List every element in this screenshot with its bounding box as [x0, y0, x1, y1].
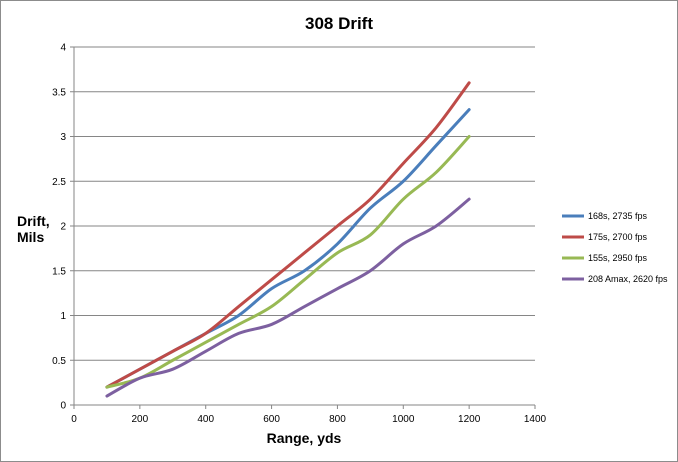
y-tick-label-3: 1.5: [52, 266, 66, 277]
series-lines: [105, 81, 471, 398]
y-tick-label-4: 2: [60, 222, 66, 233]
axes: [70, 46, 536, 409]
x-tick-labels: 0 200 400 600 800 1000 1200 1400: [71, 414, 546, 425]
x-axis-title: Range, yds: [267, 430, 342, 446]
legend-label-2: 155s, 2950 fps: [588, 253, 648, 263]
x-tick-label-0: 0: [71, 414, 77, 425]
y-tick-labels: 0 0.5 1 1.5 2 2.5 3 3.5 4: [52, 43, 66, 412]
y-tick-label-7: 3.5: [52, 87, 66, 98]
y-tick-label-8: 4: [60, 43, 66, 54]
legend-label-3: 208 Amax, 2620 fps: [588, 274, 668, 284]
y-tick-label-6: 3: [60, 132, 66, 143]
legend: 168s, 2735 fps 175s, 2700 fps 155s, 2950 f…: [562, 211, 668, 284]
x-tick-label-2: 400: [197, 414, 214, 425]
y-tick-label-2: 1: [60, 311, 66, 322]
y-tick-label-1: 0.5: [52, 356, 66, 367]
y-axis-title-line-2: Mils: [17, 229, 44, 245]
legend-label-1: 175s, 2700 fps: [588, 232, 648, 242]
x-tick-label-7: 1400: [524, 414, 547, 425]
legend-label-0: 168s, 2735 fps: [588, 211, 648, 221]
x-tick-label-6: 1200: [458, 414, 481, 425]
series-line-2: [105, 135, 471, 389]
x-tick-label-4: 800: [329, 414, 346, 425]
x-tick-label-5: 1000: [392, 414, 415, 425]
chart-title: 308 Drift: [305, 14, 373, 33]
grid: [74, 46, 535, 361]
y-tick-label-5: 2.5: [52, 177, 66, 188]
series-line-1: [105, 81, 471, 389]
x-tick-label-1: 200: [132, 414, 149, 425]
x-tick-label-3: 600: [263, 414, 280, 425]
y-tick-label-0: 0: [60, 401, 66, 412]
series-line-3: [105, 197, 471, 398]
y-axis-title-line-1: Drift,: [17, 213, 50, 229]
